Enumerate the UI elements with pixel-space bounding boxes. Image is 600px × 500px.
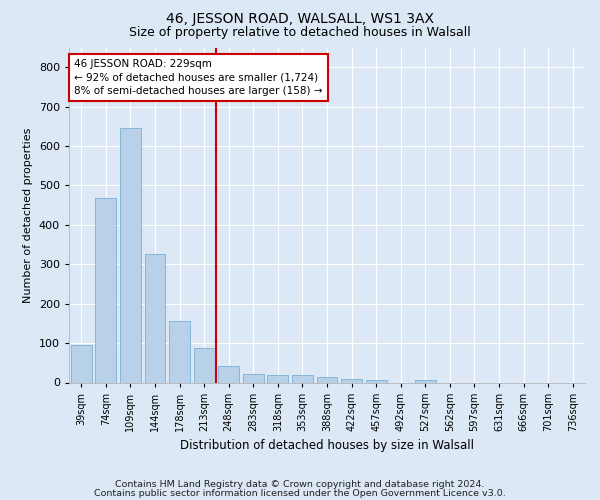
Text: Contains public sector information licensed under the Open Government Licence v3: Contains public sector information licen… <box>94 488 506 498</box>
Bar <box>145 254 166 382</box>
Bar <box>317 377 337 382</box>
Text: 46, JESSON ROAD, WALSALL, WS1 3AX: 46, JESSON ROAD, WALSALL, WS1 3AX <box>166 12 434 26</box>
Text: Contains HM Land Registry data © Crown copyright and database right 2024.: Contains HM Land Registry data © Crown c… <box>115 480 485 489</box>
Bar <box>415 380 436 382</box>
Bar <box>120 128 141 382</box>
Bar <box>365 380 386 382</box>
Text: Size of property relative to detached houses in Walsall: Size of property relative to detached ho… <box>129 26 471 39</box>
Bar <box>218 366 239 382</box>
Y-axis label: Number of detached properties: Number of detached properties <box>23 128 33 302</box>
Text: 46 JESSON ROAD: 229sqm
← 92% of detached houses are smaller (1,724)
8% of semi-d: 46 JESSON ROAD: 229sqm ← 92% of detached… <box>74 59 323 96</box>
Bar <box>71 345 92 383</box>
Bar <box>169 322 190 382</box>
Bar <box>268 374 289 382</box>
Bar <box>341 380 362 382</box>
Bar <box>292 374 313 382</box>
Bar <box>243 374 264 382</box>
Bar <box>95 198 116 382</box>
Bar <box>194 348 215 382</box>
X-axis label: Distribution of detached houses by size in Walsall: Distribution of detached houses by size … <box>180 440 474 452</box>
